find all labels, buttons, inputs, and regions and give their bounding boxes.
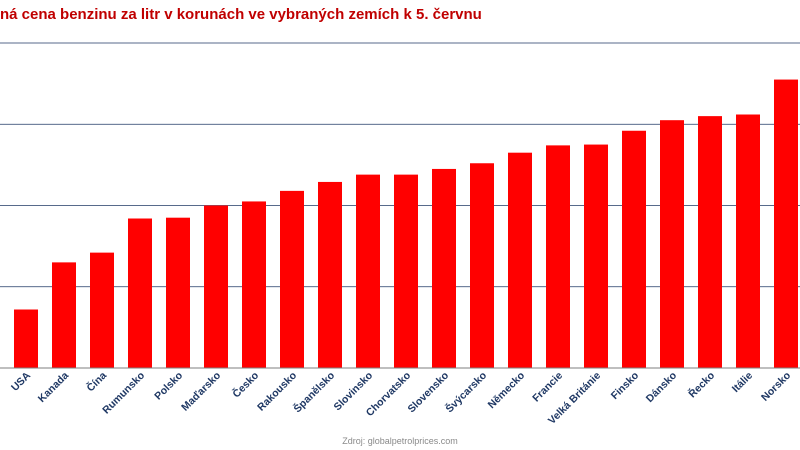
category-label-9: Španělsko bbox=[291, 369, 337, 415]
bar-14 bbox=[508, 152, 532, 368]
bar-6 bbox=[204, 205, 228, 368]
category-label-6: Maďarsko bbox=[179, 370, 223, 414]
bar-18 bbox=[660, 120, 684, 368]
bar-1 bbox=[14, 309, 38, 368]
bar-11 bbox=[394, 174, 418, 368]
category-label-1: USA bbox=[9, 369, 33, 393]
bars bbox=[14, 79, 798, 368]
bar-12 bbox=[432, 168, 456, 368]
bar-4 bbox=[128, 218, 152, 368]
bar-17 bbox=[622, 130, 646, 368]
category-label-13: Švýcarsko bbox=[443, 369, 489, 415]
category-label-18: Dánsko bbox=[644, 370, 679, 405]
bar-15 bbox=[546, 145, 570, 368]
bar-20 bbox=[736, 114, 760, 368]
category-label-17: Finsko bbox=[609, 370, 641, 402]
category-label-7: Česko bbox=[230, 369, 261, 400]
category-label-5: Polsko bbox=[152, 370, 185, 403]
category-label-21: Norsko bbox=[759, 370, 793, 404]
category-label-20: Itálie bbox=[730, 370, 756, 396]
bar-21 bbox=[774, 79, 798, 368]
bar-2 bbox=[52, 262, 76, 368]
chart-title: ná cena benzinu za litr v korunách ve vy… bbox=[0, 6, 482, 23]
bar-3 bbox=[90, 252, 114, 368]
bar-13 bbox=[470, 163, 494, 368]
bar-9 bbox=[318, 181, 342, 368]
bar-10 bbox=[356, 174, 380, 368]
bar-16 bbox=[584, 144, 608, 368]
bar-8 bbox=[280, 190, 304, 368]
category-label-14: Německo bbox=[486, 370, 528, 412]
category-label-3: Čína bbox=[84, 369, 109, 394]
source-note: Zdroj: globalpetrolprices.com bbox=[342, 436, 458, 446]
category-label-19: Řecko bbox=[686, 369, 717, 400]
category-label-15: Francie bbox=[530, 370, 565, 405]
bar-7 bbox=[242, 201, 266, 368]
bar-5 bbox=[166, 217, 190, 368]
category-label-2: Kanada bbox=[36, 370, 71, 405]
bar-19 bbox=[698, 116, 722, 368]
